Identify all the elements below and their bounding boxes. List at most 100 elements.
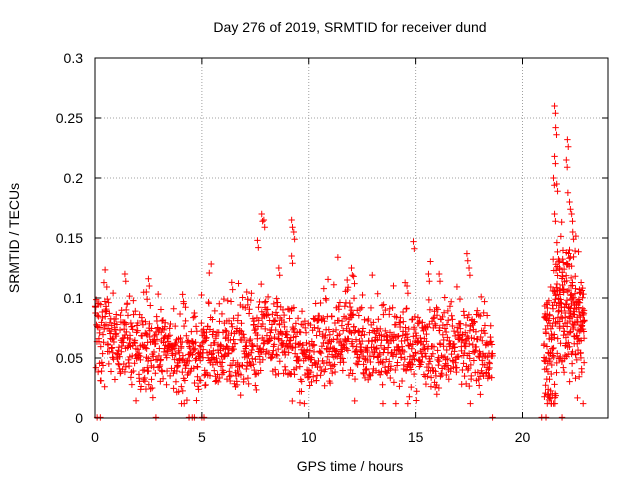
data-point — [222, 327, 229, 334]
data-point — [364, 376, 372, 383]
data-point — [440, 336, 447, 344]
data-point — [477, 312, 484, 320]
data-point — [387, 363, 395, 370]
data-point — [421, 350, 429, 357]
data-point — [169, 352, 176, 359]
data-point — [250, 317, 258, 325]
data-point — [308, 378, 315, 386]
data-point — [341, 303, 349, 310]
data-point — [471, 318, 478, 326]
data-point — [128, 323, 136, 330]
data-point — [559, 247, 567, 254]
data-point — [325, 348, 333, 355]
data-point — [167, 320, 174, 328]
data-point — [316, 348, 324, 356]
data-point — [566, 198, 573, 206]
data-point — [365, 315, 372, 323]
data-point — [281, 323, 288, 331]
data-point — [477, 333, 484, 341]
data-point — [425, 296, 433, 304]
data-point — [95, 338, 103, 345]
data-point — [142, 344, 149, 351]
data-point — [234, 312, 242, 319]
data-point — [259, 356, 266, 363]
data-point — [270, 300, 278, 308]
data-point — [581, 317, 588, 324]
data-point — [244, 374, 252, 382]
data-point — [279, 306, 287, 314]
data-point — [401, 279, 409, 286]
data-point — [427, 258, 434, 265]
data-point — [138, 332, 146, 340]
data-point — [354, 351, 361, 358]
data-point — [457, 336, 465, 344]
data-point — [276, 272, 283, 279]
data-point — [563, 323, 571, 330]
data-point — [285, 349, 292, 356]
data-point — [551, 400, 559, 407]
data-point — [230, 336, 237, 343]
data-point — [419, 319, 426, 326]
y-tick-label: 0.3 — [64, 50, 84, 66]
data-point — [206, 326, 214, 333]
data-point — [224, 297, 231, 304]
data-point — [122, 321, 130, 328]
data-point — [121, 368, 129, 376]
data-point — [392, 400, 400, 407]
data-point — [358, 337, 366, 345]
data-point — [170, 305, 177, 312]
data-point — [313, 332, 320, 339]
data-point — [358, 343, 365, 351]
data-point — [172, 378, 180, 385]
data-point — [322, 332, 329, 339]
data-point — [265, 349, 273, 357]
data-point — [380, 301, 387, 308]
data-point — [344, 284, 352, 291]
data-point — [464, 257, 471, 264]
data-point — [377, 371, 384, 378]
data-point — [190, 314, 197, 321]
data-point — [100, 339, 107, 346]
data-point — [166, 332, 174, 339]
data-point — [104, 341, 112, 349]
data-point — [467, 400, 474, 407]
data-point — [293, 364, 300, 372]
x-tick-label: 20 — [515, 429, 531, 445]
data-point — [321, 382, 328, 390]
data-point — [296, 363, 304, 370]
data-point — [331, 361, 338, 368]
data-point — [302, 324, 309, 332]
data-point — [481, 322, 489, 329]
data-point — [229, 286, 236, 293]
data-point — [349, 311, 357, 318]
data-point — [339, 367, 347, 374]
data-point — [192, 323, 200, 330]
data-point — [158, 367, 165, 374]
data-point — [449, 322, 456, 330]
data-point — [472, 343, 480, 351]
data-point — [464, 314, 471, 321]
data-point — [425, 270, 432, 278]
data-point — [396, 323, 404, 331]
data-point — [488, 341, 496, 348]
data-point — [444, 307, 452, 315]
data-point — [239, 362, 246, 369]
data-point — [281, 363, 289, 370]
data-point — [117, 312, 124, 319]
data-point — [337, 337, 344, 345]
data-point — [194, 363, 201, 371]
data-point — [378, 302, 386, 309]
data-point — [329, 328, 337, 335]
data-point — [264, 311, 272, 319]
data-point — [209, 331, 216, 338]
data-point — [176, 349, 183, 356]
data-point — [370, 319, 377, 326]
data-point — [105, 299, 112, 306]
data-point — [233, 381, 241, 389]
data-point — [403, 330, 411, 338]
data-point — [549, 352, 556, 359]
data-point — [552, 392, 560, 399]
data-point — [146, 333, 153, 341]
data-point — [556, 291, 564, 298]
y-tick-label: 0.25 — [56, 110, 83, 126]
